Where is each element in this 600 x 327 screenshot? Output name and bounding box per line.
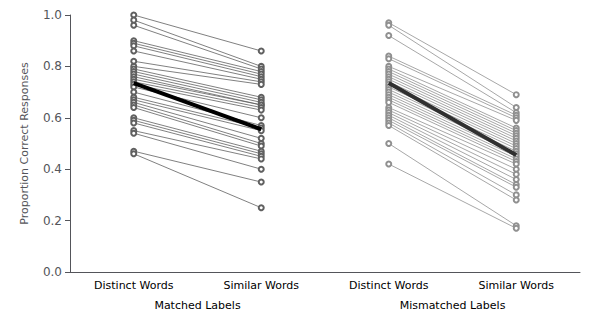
- svg-text:Similar Words: Similar Words: [223, 279, 299, 292]
- svg-text:0.2: 0.2: [43, 214, 62, 228]
- svg-text:Matched Labels: Matched Labels: [154, 299, 240, 312]
- svg-text:1.0: 1.0: [43, 8, 62, 22]
- svg-text:Distinct Words: Distinct Words: [349, 279, 429, 292]
- svg-text:Proportion Correct Responses: Proportion Correct Responses: [18, 62, 31, 225]
- svg-text:Mismatched Labels: Mismatched Labels: [400, 299, 506, 312]
- svg-text:0.6: 0.6: [43, 111, 62, 125]
- svg-text:Similar Words: Similar Words: [478, 279, 554, 292]
- svg-text:0.4: 0.4: [43, 162, 62, 176]
- svg-text:0.0: 0.0: [43, 265, 62, 279]
- svg-text:0.8: 0.8: [43, 59, 62, 73]
- svg-text:Distinct Words: Distinct Words: [94, 279, 174, 292]
